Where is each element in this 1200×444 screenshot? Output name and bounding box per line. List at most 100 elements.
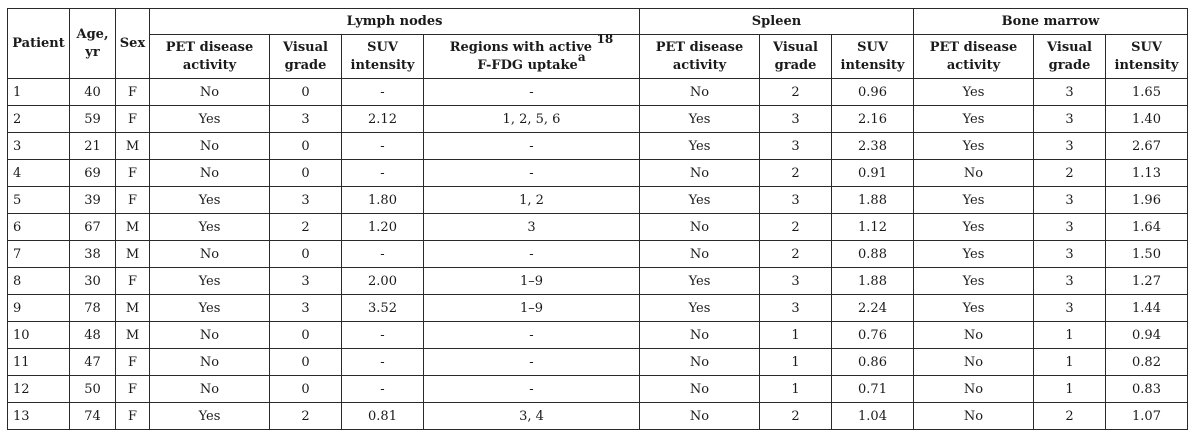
cell-ln-visual-grade: 0 bbox=[269, 240, 342, 268]
cell-ln-regions: - bbox=[423, 321, 640, 349]
cell-bm-visual-grade: 3 bbox=[1033, 105, 1106, 133]
header-sex: Sex bbox=[115, 8, 150, 79]
cell-ln-pet-activity: Yes bbox=[149, 186, 270, 214]
cell-sex: F bbox=[115, 267, 150, 295]
cell-patient: 7 bbox=[7, 240, 70, 268]
cell-spleen-visual-grade: 3 bbox=[759, 186, 832, 214]
cell-sex: F bbox=[115, 78, 150, 106]
cell-spleen-visual-grade: 1 bbox=[759, 375, 832, 403]
cell-patient: 13 bbox=[7, 402, 70, 430]
cell-sex: F bbox=[115, 159, 150, 187]
header-spleen-visual-grade: Visual grade bbox=[759, 34, 832, 79]
patient-table: Patient Age, yr Sex Lymph nodes Spleen B… bbox=[7, 8, 1188, 430]
cell-ln-suv-intensity: - bbox=[341, 348, 424, 376]
header-ln-regions: Regions with active 18 F-FDG uptakea bbox=[423, 33, 640, 79]
cell-ln-visual-grade: 0 bbox=[269, 375, 342, 403]
cell-bm-pet-activity: No bbox=[913, 375, 1034, 403]
data-table-container: Patient Age, yr Sex Lymph nodes Spleen B… bbox=[7, 8, 1188, 430]
cell-ln-suv-intensity: 2.00 bbox=[341, 267, 424, 295]
cell-age: 69 bbox=[69, 159, 116, 187]
cell-ln-visual-grade: 0 bbox=[269, 78, 342, 106]
cell-spleen-suv-intensity: 0.76 bbox=[831, 321, 914, 349]
cell-spleen-suv-intensity: 1.04 bbox=[831, 402, 914, 430]
cell-ln-suv-intensity: - bbox=[341, 78, 424, 106]
cell-ln-regions: - bbox=[423, 78, 640, 106]
cell-ln-pet-activity: Yes bbox=[149, 267, 270, 295]
cell-bm-pet-activity: Yes bbox=[913, 267, 1034, 295]
cell-bm-visual-grade: 3 bbox=[1033, 240, 1106, 268]
cell-ln-visual-grade: 3 bbox=[269, 267, 342, 295]
cell-spleen-visual-grade: 2 bbox=[759, 240, 832, 268]
cell-ln-regions: - bbox=[423, 240, 640, 268]
cell-patient: 12 bbox=[7, 375, 70, 403]
cell-spleen-suv-intensity: 0.71 bbox=[831, 375, 914, 403]
cell-patient: 10 bbox=[7, 321, 70, 349]
cell-bm-suv-intensity: 1.96 bbox=[1105, 186, 1188, 214]
cell-sex: M bbox=[115, 132, 150, 160]
cell-bm-pet-activity: Yes bbox=[913, 294, 1034, 322]
cell-spleen-visual-grade: 3 bbox=[759, 105, 832, 133]
cell-ln-regions: - bbox=[423, 348, 640, 376]
cell-ln-visual-grade: 0 bbox=[269, 321, 342, 349]
cell-ln-visual-grade: 0 bbox=[269, 132, 342, 160]
table-row: 5 39 F Yes 3 1.80 1, 2 Yes 3 1.88 Yes 3 1.96 bbox=[7, 186, 1188, 214]
cell-age: 21 bbox=[69, 132, 116, 160]
cell-bm-pet-activity: No bbox=[913, 159, 1034, 187]
cell-bm-suv-intensity: 0.83 bbox=[1105, 375, 1188, 403]
header-spleen-pet-activity: PET disease activity bbox=[639, 34, 760, 79]
cell-ln-suv-intensity: 0.81 bbox=[341, 402, 424, 430]
cell-ln-regions: - bbox=[423, 375, 640, 403]
table-row: 13 74 F Yes 2 0.81 3, 4 No 2 1.04 No 2 1.07 bbox=[7, 402, 1188, 430]
cell-bm-suv-intensity: 1.44 bbox=[1105, 294, 1188, 322]
cell-patient: 8 bbox=[7, 267, 70, 295]
cell-spleen-visual-grade: 2 bbox=[759, 213, 832, 241]
cell-patient: 6 bbox=[7, 213, 70, 241]
cell-age: 48 bbox=[69, 321, 116, 349]
cell-bm-visual-grade: 3 bbox=[1033, 294, 1106, 322]
cell-age: 59 bbox=[69, 105, 116, 133]
cell-spleen-pet-activity: Yes bbox=[639, 294, 760, 322]
cell-spleen-pet-activity: No bbox=[639, 78, 760, 106]
cell-ln-pet-activity: Yes bbox=[149, 105, 270, 133]
cell-spleen-visual-grade: 2 bbox=[759, 159, 832, 187]
cell-bm-suv-intensity: 1.07 bbox=[1105, 402, 1188, 430]
cell-ln-visual-grade: 3 bbox=[269, 186, 342, 214]
cell-ln-pet-activity: Yes bbox=[149, 294, 270, 322]
cell-spleen-pet-activity: No bbox=[639, 402, 760, 430]
cell-spleen-suv-intensity: 1.12 bbox=[831, 213, 914, 241]
table-row: 1 40 F No 0- - No 2 0.96 Yes 3 1.65 bbox=[7, 78, 1188, 106]
header-bm-suv-intensity: SUV intensity bbox=[1105, 34, 1188, 79]
cell-patient: 9 bbox=[7, 294, 70, 322]
cell-bm-pet-activity: Yes bbox=[913, 240, 1034, 268]
cell-sex: M bbox=[115, 321, 150, 349]
cell-bm-pet-activity: Yes bbox=[913, 132, 1034, 160]
cell-bm-visual-grade: 1 bbox=[1033, 348, 1106, 376]
cell-patient: 5 bbox=[7, 186, 70, 214]
cell-spleen-suv-intensity: 0.88 bbox=[831, 240, 914, 268]
cell-bm-suv-intensity: 1.27 bbox=[1105, 267, 1188, 295]
cell-spleen-pet-activity: Yes bbox=[639, 105, 760, 133]
cell-ln-suv-intensity: - bbox=[341, 240, 424, 268]
table-row: 6 67 M Yes 2 1.20 3 No 2 1.12 Yes 3 1.64 bbox=[7, 213, 1188, 241]
cell-age: 47 bbox=[69, 348, 116, 376]
cell-bm-visual-grade: 3 bbox=[1033, 186, 1106, 214]
cell-spleen-visual-grade: 3 bbox=[759, 267, 832, 295]
cell-bm-pet-activity: No bbox=[913, 348, 1034, 376]
cell-spleen-visual-grade: 2 bbox=[759, 78, 832, 106]
table-body: 1 40 F No 0- - No 2 0.96 Yes 3 1.65 2 59 F Yes 3 2.12 1, 2… bbox=[7, 78, 1188, 430]
cell-spleen-suv-intensity: 0.86 bbox=[831, 348, 914, 376]
cell-bm-visual-grade: 1 bbox=[1033, 321, 1106, 349]
cell-sex: M bbox=[115, 240, 150, 268]
cell-sex: M bbox=[115, 294, 150, 322]
cell-age: 40 bbox=[69, 78, 116, 106]
cell-age: 30 bbox=[69, 267, 116, 295]
table-row: 9 78 M Yes 3 3.52 1–9 Yes 3 2.24 Yes 3 1.44 bbox=[7, 294, 1188, 322]
cell-bm-suv-intensity: 1.65 bbox=[1105, 78, 1188, 106]
cell-bm-suv-intensity: 1.64 bbox=[1105, 213, 1188, 241]
header-ln-pet-activity: PET disease activity bbox=[149, 34, 270, 79]
cell-bm-pet-activity: No bbox=[913, 321, 1034, 349]
cell-ln-suv-intensity: 2.12 bbox=[341, 105, 424, 133]
cell-spleen-pet-activity: No bbox=[639, 375, 760, 403]
cell-ln-visual-grade: 3 bbox=[269, 105, 342, 133]
cell-ln-suv-intensity: 3.52 bbox=[341, 294, 424, 322]
